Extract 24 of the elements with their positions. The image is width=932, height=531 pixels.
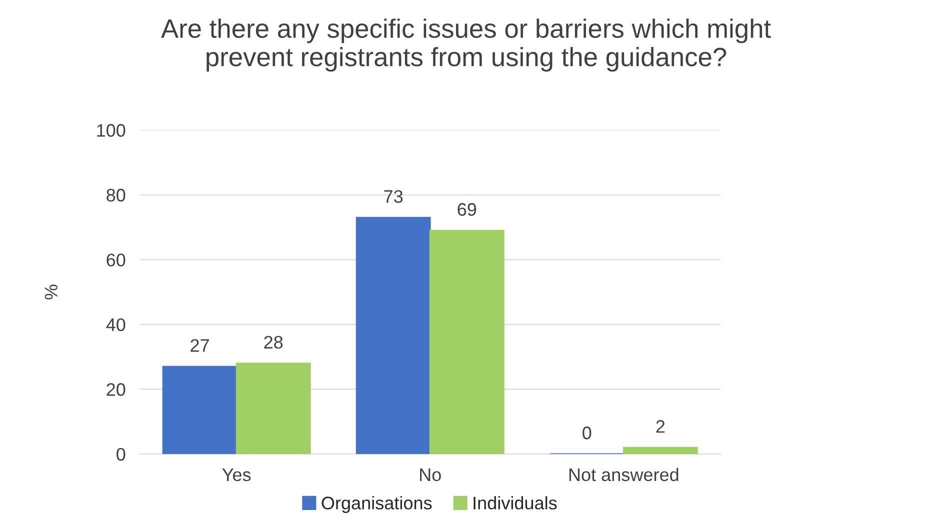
y-tick-label: 80 bbox=[106, 188, 126, 202]
y-tick-label: 40 bbox=[106, 318, 126, 332]
data-label: 28 bbox=[264, 336, 283, 349]
bar bbox=[162, 366, 238, 454]
x-tick-label: No bbox=[420, 468, 441, 482]
y-tick-label: 100 bbox=[97, 124, 126, 137]
y-tick-label: 0 bbox=[116, 448, 126, 461]
y-tick-label: 60 bbox=[106, 254, 126, 266]
data-label: 2 bbox=[656, 420, 665, 433]
legend-label: Organisations bbox=[322, 496, 432, 513]
x-tick-label: Not answered bbox=[569, 468, 678, 482]
bar bbox=[236, 362, 311, 454]
bar bbox=[622, 446, 698, 454]
y-tick-label: 20 bbox=[106, 383, 126, 396]
y-axis-title: % bbox=[44, 284, 58, 300]
data-label: 27 bbox=[190, 339, 209, 352]
legend-label: Individuals bbox=[474, 496, 557, 510]
bar bbox=[429, 230, 504, 454]
bar bbox=[356, 216, 431, 454]
x-tick-label: Yes bbox=[222, 468, 251, 482]
chart-title: Are there any specific issues or barriers which might prevent registrants from using the guidance? bbox=[161, 18, 771, 72]
data-label: 69 bbox=[458, 203, 476, 216]
data-label: 0 bbox=[582, 426, 592, 440]
data-label: 73 bbox=[384, 190, 403, 203]
